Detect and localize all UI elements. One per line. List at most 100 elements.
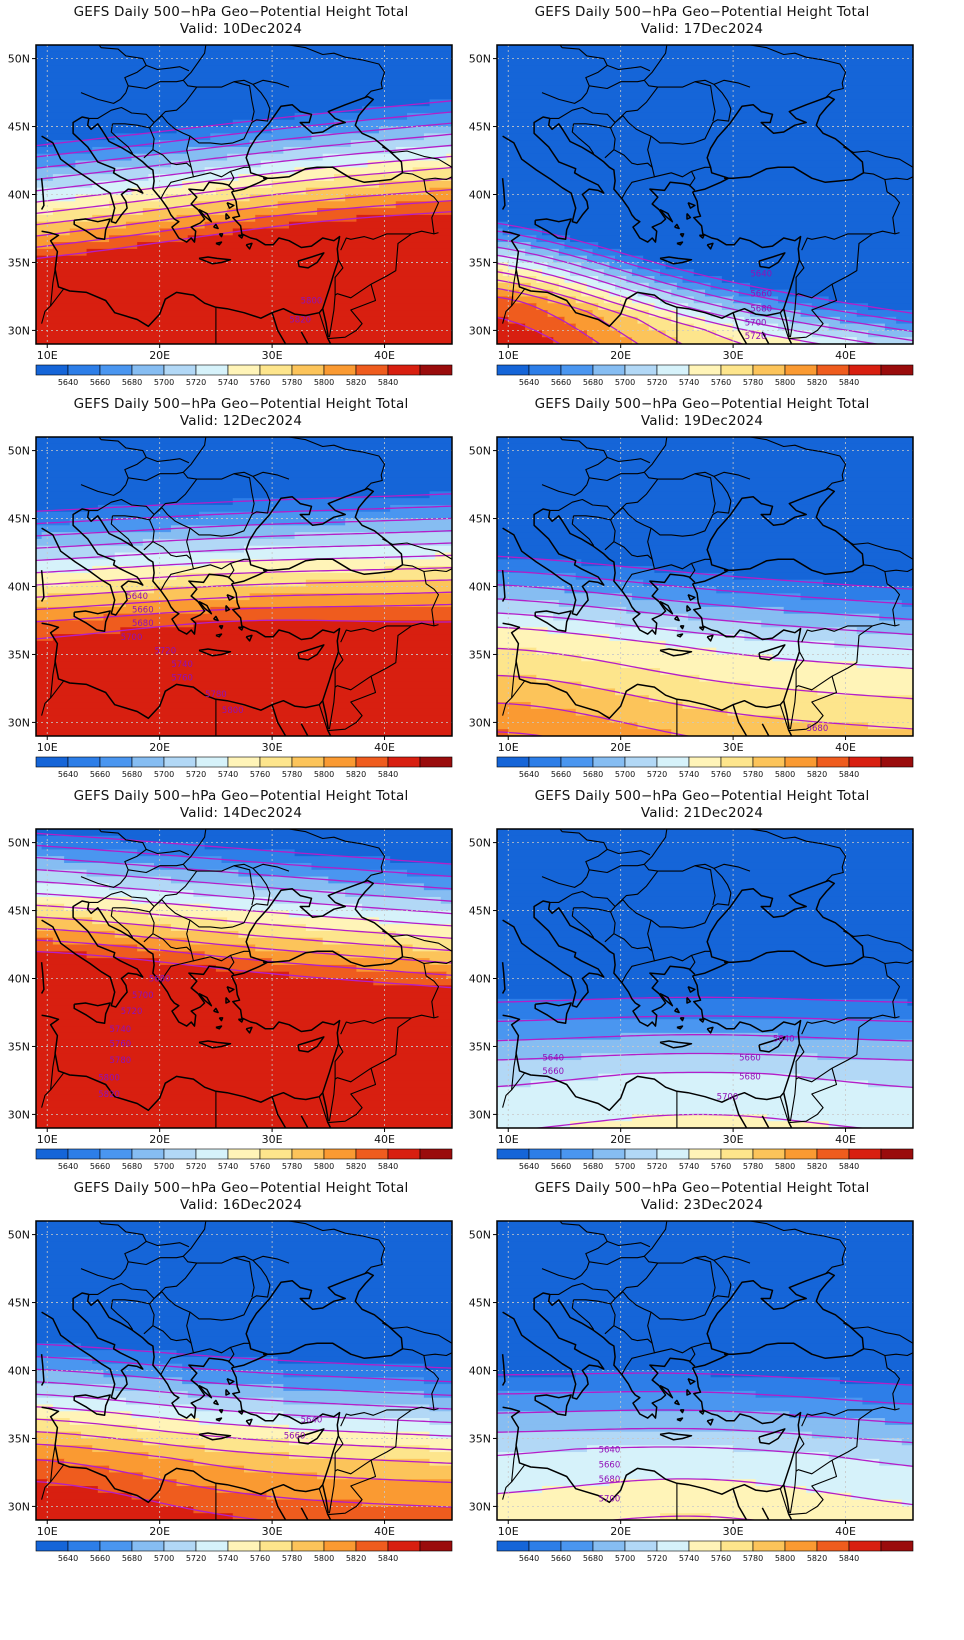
colorbar-swatch xyxy=(99,1148,133,1160)
contour-label: 5760 xyxy=(171,674,193,684)
lat-tick-label: 30N xyxy=(469,1108,491,1121)
contour-5660 xyxy=(36,111,452,158)
contour-5840 xyxy=(497,316,562,344)
colorbar-label: 5700 xyxy=(154,1162,174,1171)
contour-lines xyxy=(497,222,913,344)
height-fill xyxy=(497,45,913,344)
colorbar-swatch xyxy=(752,364,786,376)
panel-valid-date: Valid: 14Dec2024 xyxy=(179,805,303,821)
lat-tick-label: 45N xyxy=(469,121,491,134)
colorbar-swatch xyxy=(131,756,165,768)
lat-tick-label: 40N xyxy=(8,1365,30,1378)
colorbar-swatch xyxy=(163,1148,197,1160)
colorbar-swatch xyxy=(560,756,594,768)
panel-valid-date: Valid: 19Dec2024 xyxy=(640,413,764,429)
lat-tick-label: 35N xyxy=(469,256,491,269)
colorbar-label: 5700 xyxy=(615,770,635,779)
panel-valid-date: Valid: 10Dec2024 xyxy=(179,21,303,37)
lon-tick-label: 40E xyxy=(835,741,856,754)
contour-5700 xyxy=(36,133,452,181)
colorbar-label: 5660 xyxy=(551,1554,571,1563)
lon-tick-label: 20E xyxy=(610,349,631,362)
axes: 30N 35N 40N 45N 50N 10E 20E 30E 40E xyxy=(8,445,395,754)
lon-tick-label: 40E xyxy=(374,1133,395,1146)
colorbar-swatch xyxy=(419,364,453,376)
colorbar-swatch xyxy=(35,1540,69,1552)
lon-tick-label: 40E xyxy=(835,349,856,362)
lon-tick-label: 20E xyxy=(610,1133,631,1146)
colorbar-label: 5640 xyxy=(58,1554,78,1563)
contour-5720 xyxy=(36,880,452,915)
colorbar-swatch xyxy=(323,756,357,768)
lat-tick-label: 40N xyxy=(8,581,30,594)
colorbar-swatch xyxy=(624,1540,658,1552)
lon-tick-label: 30E xyxy=(262,1133,283,1146)
lon-tick-label: 30E xyxy=(723,741,744,754)
colorbar-swatch xyxy=(496,1148,530,1160)
colorbar-label: 5800 xyxy=(775,1554,795,1563)
contour-5660 xyxy=(36,505,452,525)
contour-5700 xyxy=(497,246,913,342)
colorbar-label: 5760 xyxy=(711,378,731,387)
contour-5660 xyxy=(497,230,913,324)
panel-valid-date: Valid: 21Dec2024 xyxy=(640,805,764,821)
contour-label: 5640 xyxy=(542,1053,564,1063)
colorbar-label: 5760 xyxy=(250,1162,270,1171)
contour-label: 5720 xyxy=(121,1007,143,1017)
contour-5660 xyxy=(36,1356,452,1383)
contour-5680 xyxy=(36,517,452,537)
colorbar-swatch xyxy=(195,756,229,768)
colorbar-swatch xyxy=(259,1540,293,1552)
colorbar-swatch xyxy=(387,364,421,376)
colorbar-label: 5840 xyxy=(378,378,398,387)
colorbar-swatch xyxy=(195,1148,229,1160)
colorbar-swatch xyxy=(592,364,626,376)
colorbar-swatch xyxy=(131,1540,165,1552)
contour-label: 5680 xyxy=(739,1072,761,1082)
colorbar-swatch xyxy=(592,1148,626,1160)
colorbar-swatch xyxy=(67,364,101,376)
geopotential-height-map: 5640 5660 5680 5700 30N 35N 40N 45N 50N 10E 20E 30E… xyxy=(469,1220,914,1563)
contour-label: 5740 xyxy=(171,660,193,670)
colorbar-swatch xyxy=(227,364,261,376)
colorbar-label: 5640 xyxy=(519,1162,539,1171)
contour-label: 5700 xyxy=(717,1093,739,1103)
lat-tick-label: 40N xyxy=(469,189,491,202)
lon-tick-label: 20E xyxy=(610,741,631,754)
contour-5680 xyxy=(497,1034,913,1042)
contour-label: 5680 xyxy=(807,724,829,734)
colorbar-swatch xyxy=(163,1540,197,1552)
plot-area: 5640 5660 5680 5700 5720 5740 5760 5780 5800 xyxy=(36,437,452,736)
colorbar-swatch xyxy=(35,1148,69,1160)
axes: 30N 35N 40N 45N 50N 10E 20E 30E 40E xyxy=(469,445,856,754)
colorbar-label: 5660 xyxy=(551,1162,571,1171)
panel-title: GEFS Daily 500−hPa Geo−Potential Height … xyxy=(534,396,870,412)
colorbar: 5640 5660 5680 5700 5720 5740 5760 5780 5800 5820… xyxy=(496,1148,914,1171)
colorbar-swatch xyxy=(227,1148,261,1160)
geopotential-height-map: 5680 5700 5720 5740 5760 5780 5800 5820 30N 35N 40… xyxy=(8,828,453,1171)
contour-label: 5660 xyxy=(739,1053,761,1063)
coastlines xyxy=(40,1221,452,1520)
contour-5760 xyxy=(497,647,913,700)
colorbar-label: 5640 xyxy=(58,770,78,779)
contour-5800 xyxy=(36,591,452,611)
lat-tick-label: 50N xyxy=(469,1229,491,1242)
plot-area: 5640 5660 5680 5700 xyxy=(497,1221,913,1520)
colorbar-label: 5740 xyxy=(218,1554,238,1563)
contour-5780 xyxy=(497,674,913,730)
contour-5780 xyxy=(36,916,452,952)
colorbar-label: 5700 xyxy=(615,1554,635,1563)
panel-valid-date: Valid: 23Dec2024 xyxy=(640,1197,764,1213)
lon-tick-label: 30E xyxy=(262,349,283,362)
lat-tick-label: 45N xyxy=(469,513,491,526)
contour-5640 xyxy=(497,996,913,1004)
contour-label: 5640 xyxy=(599,1445,621,1455)
colorbar-label: 5720 xyxy=(647,1554,667,1563)
colorbar-label: 5840 xyxy=(839,1162,859,1171)
colorbar-swatch xyxy=(355,1540,389,1552)
lon-tick-label: 30E xyxy=(723,349,744,362)
colorbar-label: 5840 xyxy=(839,770,859,779)
contour-5780 xyxy=(497,279,684,344)
lat-tick-label: 40N xyxy=(469,581,491,594)
